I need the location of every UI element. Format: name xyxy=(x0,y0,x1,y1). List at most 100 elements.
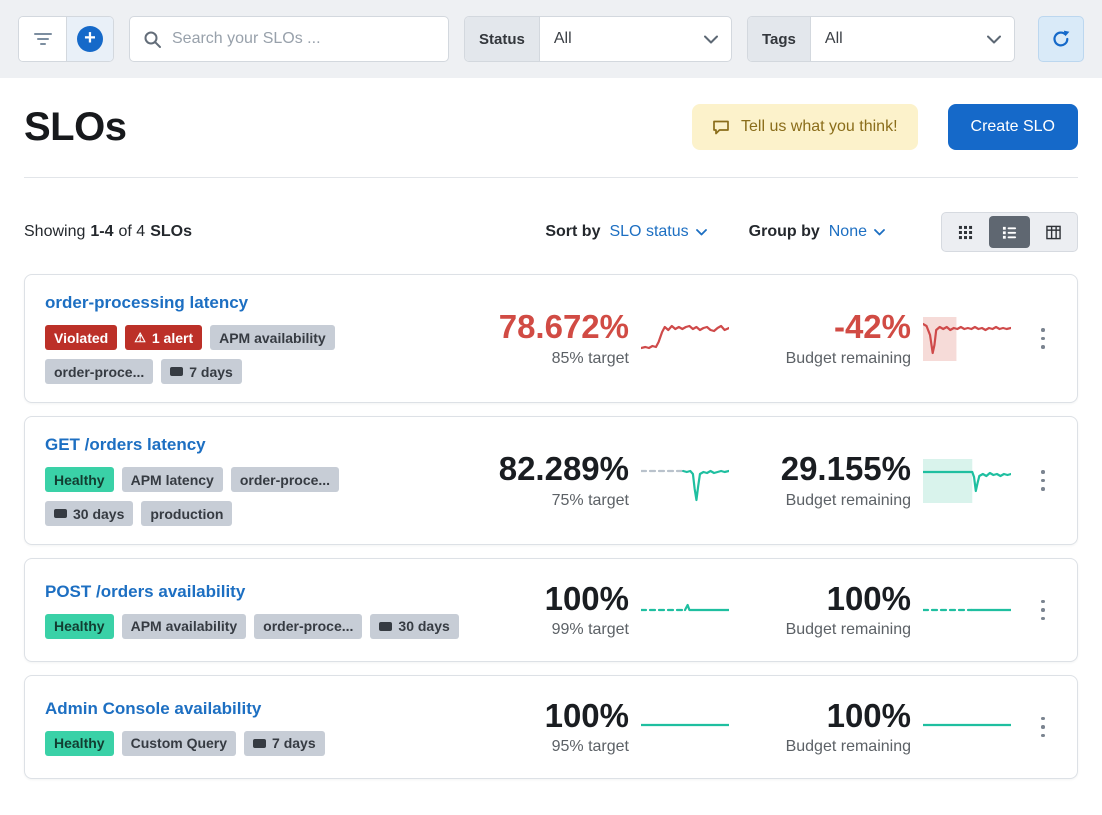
budget-value: 100% xyxy=(826,579,911,617)
budget-metric: -42% Budget remaining xyxy=(741,309,911,367)
slo-title-link[interactable]: POST /orders availability xyxy=(45,581,246,601)
list-toolbar: Showing 1-4 of 4 SLOs Sort by SLO status Gr… xyxy=(24,212,1078,252)
status-value: 78.672% xyxy=(498,308,629,346)
status-badge: Violated xyxy=(45,325,118,350)
table-view-button[interactable] xyxy=(1033,216,1074,248)
grid-view-button[interactable] xyxy=(945,216,986,248)
status-value: 100% xyxy=(544,579,629,617)
status-badge: Healthy xyxy=(45,613,114,639)
refresh-button[interactable] xyxy=(1038,16,1084,62)
time-window-icon xyxy=(170,367,184,376)
sort-by-dropdown[interactable]: SLO status xyxy=(609,223,707,241)
slo-title-link[interactable]: order-processing latency xyxy=(45,293,249,312)
tags-filter-value: All xyxy=(824,30,843,47)
search-input[interactable] xyxy=(172,30,435,48)
status-badge: Healthy xyxy=(45,730,114,756)
list-view-icon xyxy=(1002,226,1017,239)
tags-filter-select[interactable]: Tags All xyxy=(747,16,1015,62)
sort-by-control: Sort by SLO status xyxy=(545,223,707,241)
status-metric: 100% 95% target xyxy=(479,696,629,756)
time-window-badge[interactable]: 7 days xyxy=(244,730,325,756)
view-switcher xyxy=(941,212,1078,252)
filter-icon xyxy=(33,33,52,45)
slo-card: POST /orders availability Healthy APM av… xyxy=(24,558,1078,662)
time-window-icon xyxy=(253,738,267,748)
status-target: 85% target xyxy=(551,349,629,367)
time-window-badge[interactable]: 30 days xyxy=(370,613,459,639)
time-window-badge[interactable]: 30 days xyxy=(45,501,134,526)
slo-card-info: POST /orders availability Healthy APM av… xyxy=(45,582,467,639)
chevron-down-icon xyxy=(987,35,1001,43)
alert-badge[interactable]: ⚠ 1 alert xyxy=(125,325,203,350)
budget-metric: 29.155% Budget remaining xyxy=(741,451,911,509)
slo-card-info: order-processing latency Violated ⚠ 1 ale… xyxy=(45,293,467,384)
group-by-dropdown[interactable]: None xyxy=(829,223,885,241)
card-menu-button[interactable] xyxy=(1023,588,1063,632)
tag-badge[interactable]: APM latency xyxy=(121,467,223,492)
header-actions: Tell us what you think! Create SLO xyxy=(691,104,1078,150)
budget-value: -42% xyxy=(833,308,911,346)
plus-icon: + xyxy=(77,26,103,52)
badge-row: 30 days production xyxy=(45,501,467,526)
status-metric: 100% 99% target xyxy=(479,579,629,639)
badge-row: Healthy APM latency order-proce... xyxy=(45,467,467,492)
card-menu-button[interactable] xyxy=(1023,317,1063,361)
tag-badge[interactable]: APM availability xyxy=(210,325,335,350)
status-target: 95% target xyxy=(551,738,629,756)
table-view-icon xyxy=(1046,225,1061,239)
feedback-button[interactable]: Tell us what you think! xyxy=(691,104,918,150)
tag-badge[interactable]: APM availability xyxy=(121,613,247,639)
grid-view-icon xyxy=(958,225,973,239)
budget-metric: 100% Budget remaining xyxy=(741,579,911,639)
status-sparkline xyxy=(641,459,729,503)
badge-row: Healthy APM availability order-proce... … xyxy=(45,613,467,639)
slo-card: Admin Console availability Healthy Custo… xyxy=(24,675,1078,779)
slo-card-list: order-processing latency Violated ⚠ 1 ale… xyxy=(24,274,1078,795)
search-icon xyxy=(144,31,161,48)
header-divider xyxy=(24,177,1078,178)
status-filter-value: All xyxy=(553,30,572,47)
time-window-icon xyxy=(379,621,393,631)
card-menu-button[interactable] xyxy=(1023,459,1063,503)
create-slo-button[interactable]: Create SLO xyxy=(947,104,1078,150)
budget-sparkline xyxy=(923,588,1011,632)
status-value: 82.289% xyxy=(498,450,629,488)
tag-badge[interactable]: order-proce... xyxy=(254,613,363,639)
slo-card-info: Admin Console availability Healthy Custo… xyxy=(45,699,467,756)
feedback-button-label: Tell us what you think! xyxy=(740,118,898,135)
slo-title-link[interactable]: Admin Console availability xyxy=(45,698,262,718)
slo-title-link[interactable]: GET /orders latency xyxy=(45,435,206,454)
slo-search-box[interactable] xyxy=(129,16,449,62)
status-filter-label: Status xyxy=(465,17,540,61)
card-menu-button[interactable] xyxy=(1023,705,1063,749)
status-sparkline xyxy=(641,317,729,361)
group-by-control: Group by None xyxy=(749,223,885,241)
budget-value: 100% xyxy=(826,696,911,734)
time-window-icon xyxy=(54,509,67,518)
status-metric: 78.672% 85% target xyxy=(479,309,629,367)
refresh-icon xyxy=(1053,30,1070,47)
budget-sparkline xyxy=(923,316,1011,361)
tag-badge[interactable]: order-proce... xyxy=(230,467,340,492)
tag-badge[interactable]: order-proce... xyxy=(45,359,154,384)
add-filter-button[interactable]: + xyxy=(66,17,113,61)
badge-row: Violated ⚠ 1 alert APM availability xyxy=(45,325,467,350)
sort-by-label: Sort by xyxy=(545,223,601,240)
filter-toggle-button[interactable] xyxy=(19,17,66,61)
slo-card-info: GET /orders latency Healthy APM latency … xyxy=(45,435,467,526)
time-window-badge[interactable]: 7 days xyxy=(161,359,242,384)
badge-row: order-proce... 7 days xyxy=(45,359,467,384)
budget-value: 29.155% xyxy=(780,450,911,488)
filter-button-group: + xyxy=(18,16,114,62)
speech-bubble-icon xyxy=(713,120,729,134)
status-sparkline xyxy=(641,705,729,749)
budget-label: Budget remaining xyxy=(785,621,911,639)
list-view-button[interactable] xyxy=(989,216,1030,248)
budget-label: Budget remaining xyxy=(785,491,911,509)
budget-sparkline xyxy=(923,458,1011,503)
tag-badge[interactable]: production xyxy=(141,501,233,526)
tag-badge[interactable]: Custom Query xyxy=(121,730,237,756)
status-filter-select[interactable]: Status All xyxy=(464,16,732,62)
status-value: 100% xyxy=(544,696,629,734)
tags-filter-label: Tags xyxy=(748,17,811,61)
